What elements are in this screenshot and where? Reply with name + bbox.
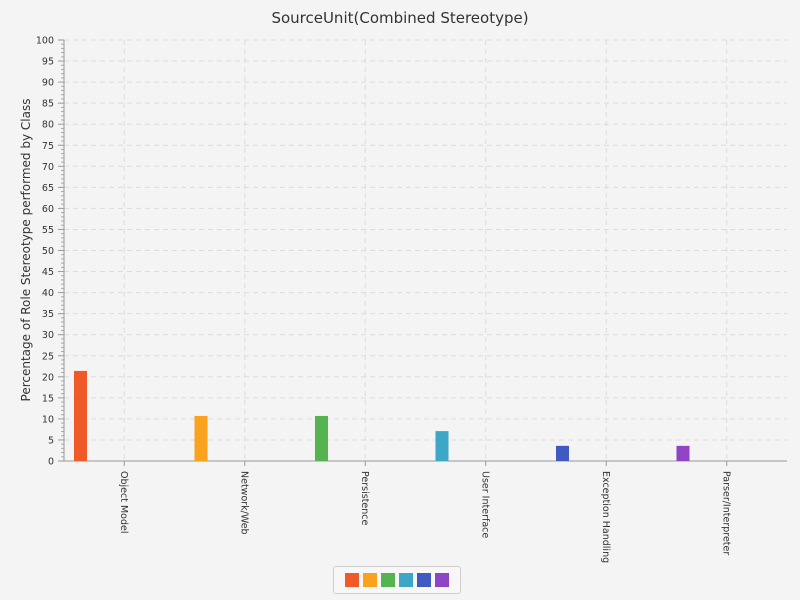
legend-swatch xyxy=(363,573,377,587)
y-tick-label: 65 xyxy=(42,183,54,194)
y-tick-label: 35 xyxy=(42,309,54,320)
y-tick-label: 20 xyxy=(42,372,54,383)
y-axis: 0 5 10 15 20 25 30 35 40 45 50 55 60 65 70 75 80 85 90 95 10… xyxy=(36,36,65,468)
y-tick-label: 10 xyxy=(42,414,54,425)
y-tick-label: 95 xyxy=(42,57,54,68)
legend-swatch xyxy=(435,573,449,587)
y-tick-label: 60 xyxy=(42,204,54,215)
chart-title: SourceUnit(Combined Stereotype) xyxy=(271,9,528,27)
y-tick-label: 70 xyxy=(42,162,54,173)
y-axis-label: Percentage of Role Stereotype performed … xyxy=(19,99,33,402)
x-tick-label: Exception Handling xyxy=(600,471,611,563)
legend-swatch xyxy=(399,573,413,587)
x-tick-label: Persistence xyxy=(359,471,370,525)
bar xyxy=(74,370,87,461)
y-tick-label: 30 xyxy=(42,330,54,341)
x-tick-label: Parser/Interpreter xyxy=(720,471,731,555)
legend xyxy=(333,566,461,594)
grid-lines xyxy=(64,39,787,461)
x-tick-label: User Interface xyxy=(479,471,490,538)
x-axis: Object Model Network/Web Persistence User I… xyxy=(64,460,787,563)
y-tick-label: 75 xyxy=(42,141,54,152)
y-tick-label: 55 xyxy=(42,225,54,236)
legend-swatch xyxy=(417,573,431,587)
y-tick-label: 45 xyxy=(42,267,54,278)
bars xyxy=(74,370,690,461)
bar xyxy=(556,445,569,461)
y-tick-label: 100 xyxy=(36,36,54,47)
y-tick-label: 5 xyxy=(48,435,54,446)
bar xyxy=(435,431,449,461)
y-tick-label: 50 xyxy=(42,246,54,257)
y-tick-label: 85 xyxy=(42,99,54,110)
y-tick-label: 25 xyxy=(42,351,54,362)
y-tick-label: 80 xyxy=(42,120,54,131)
x-tick-label: Object Model xyxy=(118,471,129,533)
legend-swatch xyxy=(345,573,359,587)
y-tick-label: 40 xyxy=(42,288,54,299)
y-tick-label: 15 xyxy=(42,393,54,404)
y-tick-label: 0 xyxy=(48,457,54,468)
y-tick-label: 90 xyxy=(42,78,54,89)
bar xyxy=(194,415,208,461)
x-tick-label: Network/Web xyxy=(238,471,249,535)
bar xyxy=(676,445,690,461)
legend-swatch xyxy=(381,573,395,587)
bar xyxy=(315,415,328,461)
